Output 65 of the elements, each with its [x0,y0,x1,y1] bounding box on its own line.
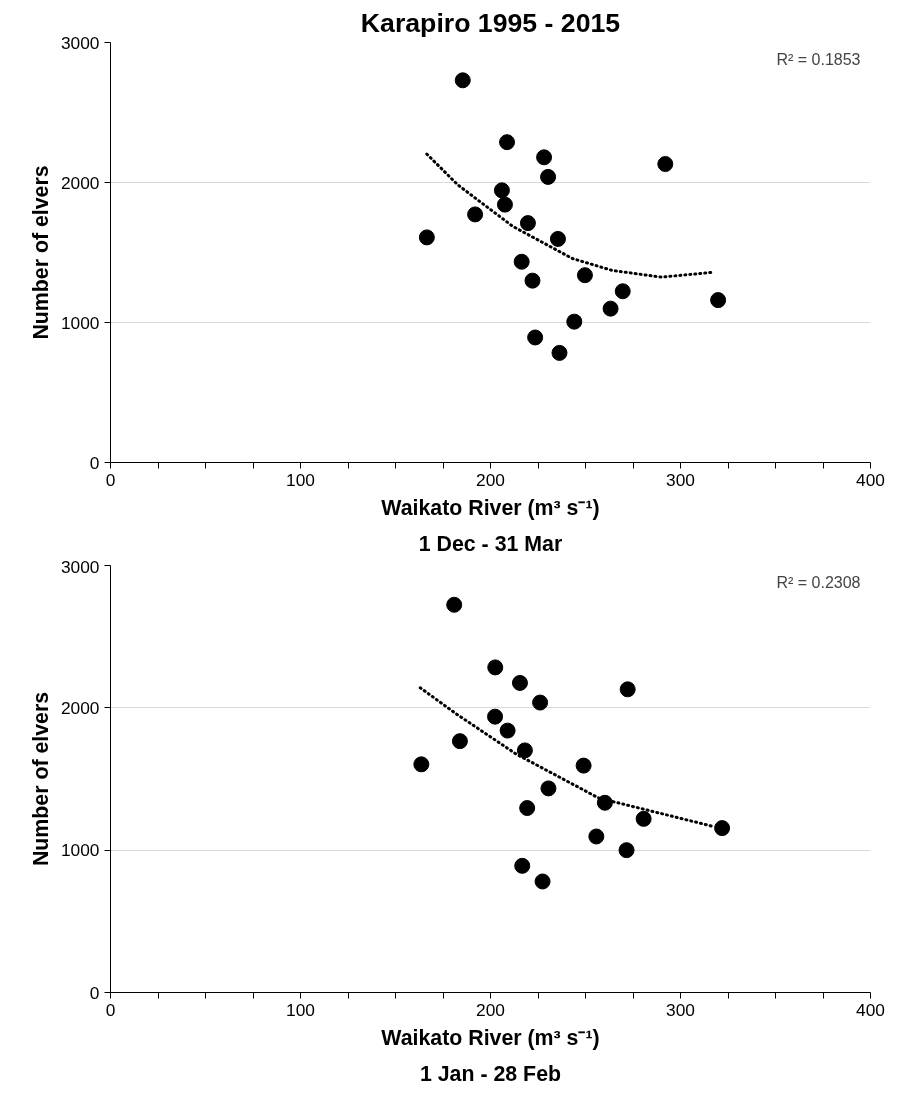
y-tick-label: 2000 [60,172,100,193]
point [619,681,636,698]
point [418,229,435,246]
point [496,196,513,213]
point [487,659,504,676]
point [618,842,635,859]
point [576,267,593,284]
chart-title: Karapiro 1995 - 2015 [360,7,621,38]
x-tick-label: 400 [856,469,885,490]
y-tick-label: 1000 [60,312,100,333]
y-tick-label: 3000 [60,32,100,53]
line-series [425,152,714,279]
point [657,156,674,173]
x-tick-label: 100 [286,999,315,1020]
point [516,742,533,759]
point [614,283,631,300]
point [451,733,468,750]
y-tick-label: 0 [89,982,100,1003]
x-tick-label: 400 [856,999,885,1020]
point [446,596,463,613]
point [524,272,541,289]
point [499,722,516,739]
point [714,820,731,837]
point [493,182,510,199]
point [588,828,605,845]
x-tick-label: 200 [476,469,505,490]
annotation: R² = 0.2308 [776,573,861,591]
point [575,757,592,774]
point [536,149,553,166]
y-tick-label: 1000 [60,840,100,861]
point [710,292,727,309]
point [487,708,504,725]
point [549,230,566,247]
point [534,873,551,890]
x-tick-label: 100 [286,469,315,490]
point [519,215,536,232]
point [551,344,568,361]
point [513,253,530,270]
point [454,72,471,89]
y-tick-label: 2000 [60,697,100,718]
x-tick-label: 0 [105,999,116,1020]
y-tick-label: 0 [89,452,100,473]
point [527,329,544,346]
point [602,300,619,317]
x-tick-label: 0 [105,469,116,490]
x-tick-label: 300 [666,999,695,1020]
point [540,780,557,797]
x-axis-title: Waikato River (m³ s⁻¹) 1 Jan - 28 Feb [381,1025,600,1086]
point [532,694,549,711]
y-tick-label: 3000 [60,556,100,577]
point [467,206,484,223]
x-tick-label: 300 [666,469,695,490]
point [514,857,531,874]
y-axis-title: Number of elvers [28,165,53,340]
point [499,134,516,151]
x-tick-label: 200 [476,999,505,1020]
point [566,313,583,330]
point [635,810,652,827]
point [511,674,528,691]
point [519,800,536,817]
annotation: R² = 0.1853 [776,50,861,68]
point [540,168,557,185]
point [413,756,430,773]
x-axis-title: Waikato River (m³ s⁻¹) 1 Dec - 31 Mar [381,495,600,556]
y-axis-title: Number of elvers [28,691,53,867]
